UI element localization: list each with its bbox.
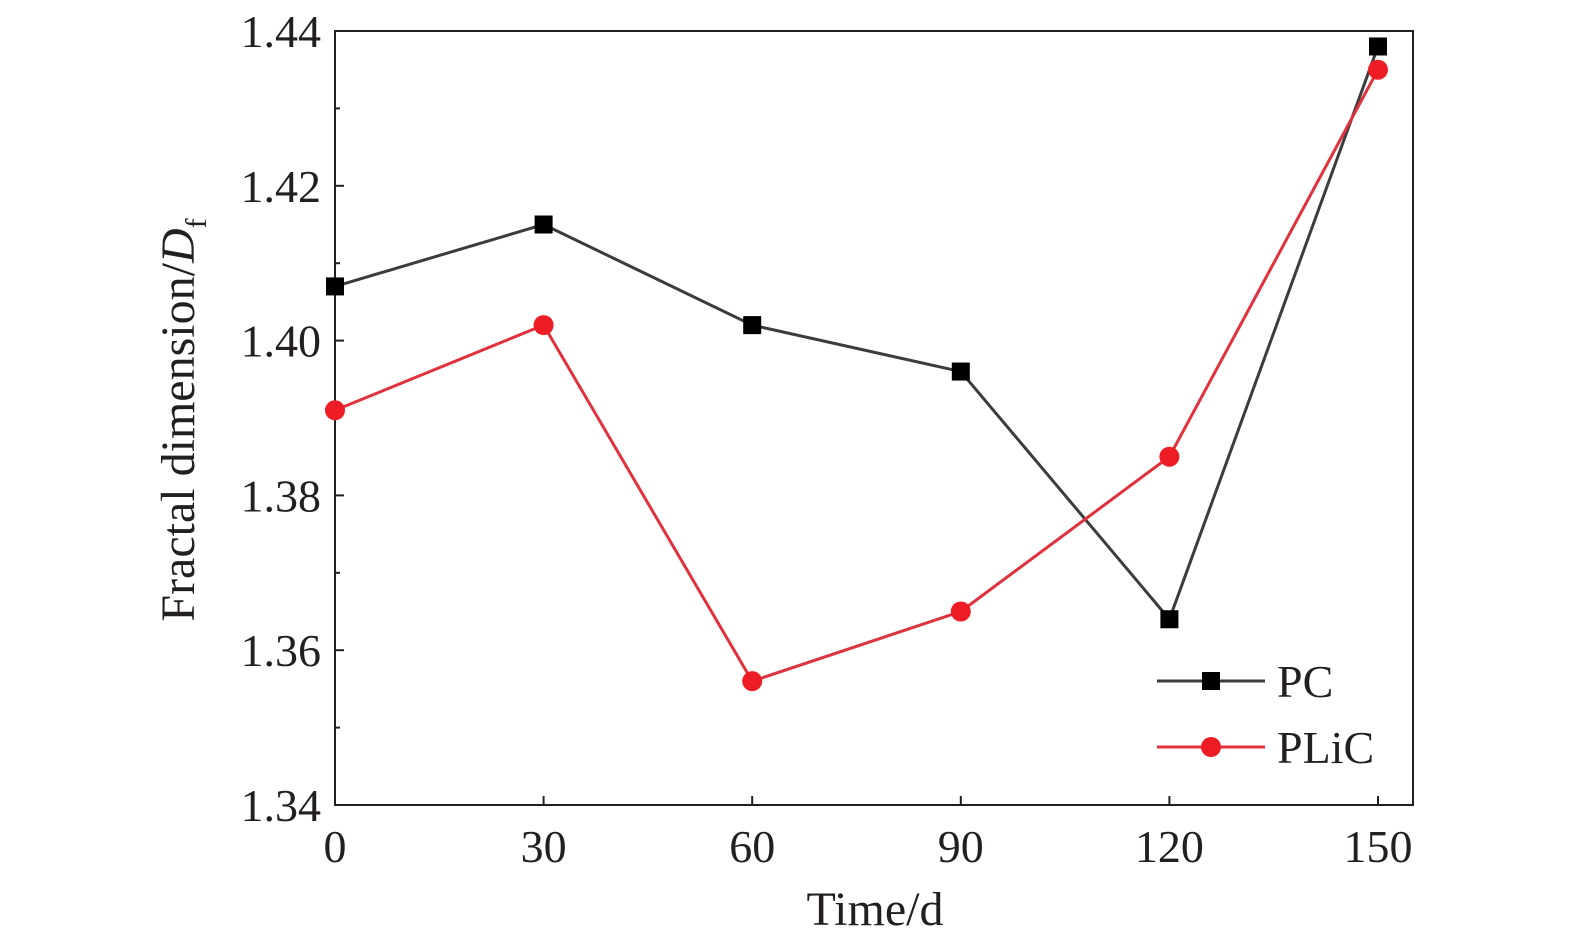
series-layer: [325, 37, 1388, 692]
x-tick-label: 60: [729, 821, 775, 872]
y-tick-label: 1.38: [241, 470, 322, 521]
x-tick-label: 120: [1135, 821, 1204, 872]
pc-data-point: [1369, 37, 1387, 56]
legend-label-pc: PC: [1277, 656, 1333, 707]
plic-data-point: [325, 400, 345, 421]
series-line-pc: [334, 45, 1380, 623]
legend-label-plic: PLiC: [1277, 722, 1374, 773]
plic-data-point: [533, 315, 554, 336]
axes: [334, 30, 1414, 806]
pc-data-point: [534, 215, 553, 234]
plot-frame: [334, 30, 1414, 806]
pc-data-point: [743, 316, 762, 335]
x-tick-label: 0: [324, 821, 347, 872]
series-line-plic: [334, 68, 1380, 683]
x-axis-title: Time/d: [807, 883, 944, 936]
plic-data-point: [950, 601, 971, 622]
series-plic: [325, 59, 1388, 692]
legend: PC PLiC: [1157, 656, 1374, 773]
pc-data-point: [326, 277, 344, 296]
x-tick-label: 150: [1344, 821, 1413, 872]
y-axis-title-text: Fractal dimension/: [152, 262, 205, 621]
legend-marker-pc: [1202, 672, 1220, 690]
pc-data-point: [1160, 610, 1179, 629]
pc-data-point: [951, 362, 970, 381]
y-tick-label: 1.34: [241, 780, 322, 831]
plic-data-point: [1368, 59, 1388, 80]
y-axis-title-symbol: D: [152, 228, 205, 264]
y-tick-label: 1.44: [241, 6, 322, 57]
legend-marker-plic: [1201, 737, 1221, 757]
axis-ticks: 0 30 60 90 120 150 1.34 1.36 1.38 1.40 1.42 1.44: [241, 6, 1413, 872]
x-tick-label: 30: [521, 821, 567, 872]
legend-item-pc: PC: [1157, 656, 1333, 707]
y-tick-label: 1.40: [241, 316, 322, 367]
y-tick-label: 1.42: [241, 161, 322, 212]
y-axis-title-subscript: f: [180, 218, 213, 228]
plic-data-point: [1159, 446, 1180, 467]
y-tick-label: 1.36: [241, 625, 322, 676]
plic-data-point: [742, 671, 763, 692]
legend-item-plic: PLiC: [1157, 722, 1374, 773]
series-pc: [326, 37, 1387, 629]
x-tick-label: 90: [938, 821, 984, 872]
y-axis-title: Fractal dimension/Df: [152, 218, 213, 621]
